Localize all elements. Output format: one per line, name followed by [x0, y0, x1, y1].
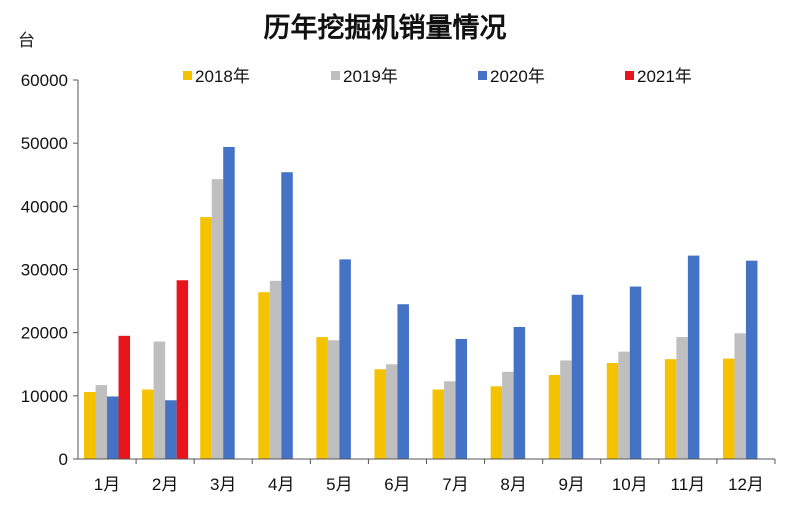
bar-2-5 — [327, 340, 340, 459]
bar-1-9 — [548, 374, 561, 459]
bar-3-1 — [107, 396, 119, 459]
legend-swatch — [625, 71, 634, 80]
y-tick-label: 40000 — [21, 197, 68, 216]
chart-title: 历年挖掘机销量情况 — [264, 12, 507, 44]
bar-3-6 — [397, 304, 409, 459]
x-tick-label: 3月 — [210, 475, 236, 494]
bar-2-6 — [385, 364, 398, 459]
bar-1-8 — [490, 386, 503, 459]
bar-1-3 — [200, 217, 212, 459]
bar-2-8 — [502, 371, 514, 459]
x-tick-label: 1月 — [94, 475, 120, 494]
bar-1-4 — [258, 292, 270, 459]
bar-1-12 — [722, 358, 735, 459]
bar-2-1 — [95, 385, 108, 459]
bar-2-2 — [153, 341, 166, 459]
legend-label: 2021年 — [637, 67, 692, 86]
bar-2-4 — [269, 280, 282, 459]
y-tick-label: 60000 — [21, 71, 68, 90]
bar-3-3 — [223, 146, 235, 459]
bar-1-6 — [374, 369, 386, 459]
y-tick-label: 50000 — [21, 134, 68, 153]
bar-2-7 — [444, 381, 456, 459]
x-tick-label: 11月 — [671, 475, 706, 494]
bar-2-9 — [560, 360, 572, 459]
bar-1-5 — [316, 337, 328, 459]
x-tick-label: 7月 — [442, 475, 468, 494]
bar-4-2 — [176, 280, 189, 459]
y-tick-label: 0 — [59, 450, 68, 469]
bar-3-8 — [513, 326, 526, 459]
y-axis: 0 10000 20000 30000 40000 50000 60000 — [21, 71, 79, 469]
bar-1-11 — [664, 359, 677, 459]
x-tick-label: 5月 — [326, 475, 352, 494]
legend: 2018年 2019年 2020年 2021年 — [183, 67, 692, 86]
bar-3-10 — [629, 286, 642, 459]
bar-1-7 — [432, 389, 445, 459]
x-tick-label: 12月 — [728, 475, 764, 494]
x-tick-label: 2月 — [152, 475, 178, 494]
x-tick-label: 8月 — [500, 475, 526, 494]
x-tick-label: 6月 — [384, 475, 410, 494]
bar-2-3 — [211, 179, 224, 459]
x-tick-label: 9月 — [558, 475, 584, 494]
x-axis: 1月 2月 3月 4月 5月 6月 7月 8月 9月 10月 11月 12月 — [78, 458, 776, 494]
bar-1-1 — [84, 392, 96, 459]
bar-3-12 — [745, 260, 758, 459]
legend-label: 2020年 — [490, 67, 545, 86]
y-axis-unit-label: 台 — [18, 31, 35, 51]
bars — [84, 146, 758, 459]
bar-3-2 — [165, 400, 177, 459]
bar-3-7 — [455, 338, 468, 459]
bar-3-4 — [281, 172, 293, 459]
bar-3-5 — [339, 259, 351, 459]
x-tick-label: 10月 — [612, 475, 648, 494]
bar-2-11 — [676, 337, 688, 459]
legend-label: 2019年 — [343, 67, 398, 86]
bar-2-12 — [734, 333, 746, 459]
bar-2-10 — [618, 351, 630, 459]
y-tick-label: 30000 — [21, 261, 68, 280]
bar-3-9 — [571, 294, 584, 459]
bar-4-1 — [118, 335, 131, 459]
bar-1-10 — [606, 362, 619, 459]
legend-label: 2018年 — [195, 67, 250, 86]
legend-swatch — [183, 71, 192, 80]
legend-swatch — [478, 71, 487, 80]
y-tick-label: 10000 — [21, 387, 68, 406]
legend-swatch — [331, 71, 340, 80]
x-tick-label: 4月 — [268, 475, 294, 494]
bar-3-11 — [687, 255, 700, 459]
y-tick-label: 20000 — [21, 324, 68, 343]
bar-1-2 — [142, 389, 154, 459]
